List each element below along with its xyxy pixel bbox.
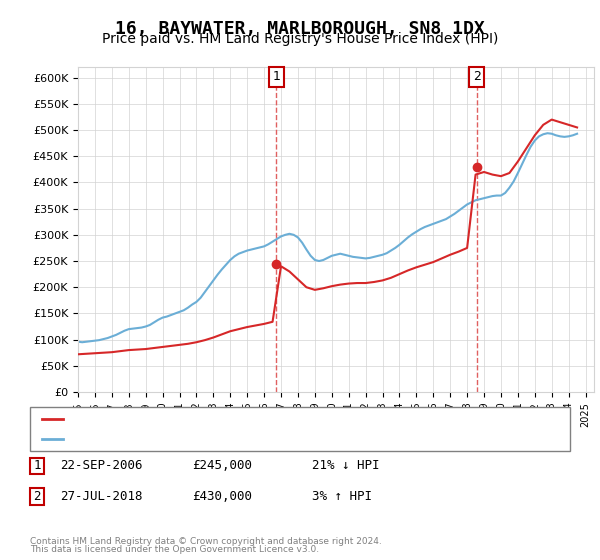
Text: 1: 1 <box>33 459 41 473</box>
Text: 2: 2 <box>473 71 481 83</box>
Text: 27-JUL-2018: 27-JUL-2018 <box>60 490 143 503</box>
Text: 16, BAYWATER, MARLBOROUGH, SN8 1DX: 16, BAYWATER, MARLBOROUGH, SN8 1DX <box>115 20 485 38</box>
Text: 22-SEP-2006: 22-SEP-2006 <box>60 459 143 473</box>
Text: This data is licensed under the Open Government Licence v3.0.: This data is licensed under the Open Gov… <box>30 545 319 554</box>
Text: 21% ↓ HPI: 21% ↓ HPI <box>312 459 380 473</box>
Text: Contains HM Land Registry data © Crown copyright and database right 2024.: Contains HM Land Registry data © Crown c… <box>30 537 382 546</box>
Text: 2: 2 <box>33 490 41 503</box>
Text: —  HPI: Average price, detached house, Wiltshire: — HPI: Average price, detached house, Wi… <box>54 433 378 444</box>
Text: 3% ↑ HPI: 3% ↑ HPI <box>312 490 372 503</box>
Text: Price paid vs. HM Land Registry's House Price Index (HPI): Price paid vs. HM Land Registry's House … <box>102 32 498 46</box>
Text: 1: 1 <box>272 71 280 83</box>
Text: —  16, BAYWATER, MARLBOROUGH, SN8 1DX (detached house): — 16, BAYWATER, MARLBOROUGH, SN8 1DX (de… <box>54 414 419 424</box>
Text: £245,000: £245,000 <box>192 459 252 473</box>
Text: £430,000: £430,000 <box>192 490 252 503</box>
